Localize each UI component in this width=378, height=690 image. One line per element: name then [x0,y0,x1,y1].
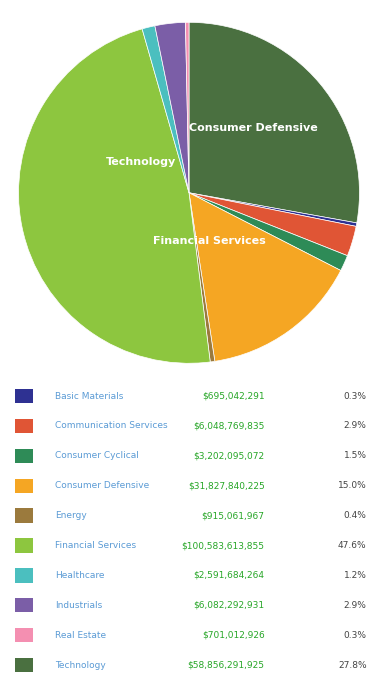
Text: Consumer Defensive: Consumer Defensive [55,481,149,490]
Text: 1.2%: 1.2% [344,571,367,580]
Text: 2.9%: 2.9% [344,601,367,610]
Bar [15,569,33,582]
Text: 47.6%: 47.6% [338,541,367,550]
Wedge shape [142,26,189,193]
Text: Technology: Technology [106,157,177,167]
Bar [15,389,33,403]
Wedge shape [189,193,347,270]
Text: $100,583,613,855: $100,583,613,855 [181,541,265,550]
Wedge shape [19,29,210,363]
Wedge shape [189,193,357,226]
Text: Energy: Energy [55,511,87,520]
Bar [15,419,33,433]
Bar [15,479,33,493]
Text: Communication Services: Communication Services [55,422,167,431]
Wedge shape [155,22,189,193]
Text: 27.8%: 27.8% [338,660,367,669]
Wedge shape [189,22,359,223]
Wedge shape [186,22,189,193]
Text: $915,061,967: $915,061,967 [201,511,265,520]
Text: Financial Services: Financial Services [153,235,266,246]
Text: $58,856,291,925: $58,856,291,925 [187,660,265,669]
Bar [15,658,33,672]
Text: $2,591,684,264: $2,591,684,264 [194,571,265,580]
Text: Technology: Technology [55,660,105,669]
Text: Consumer Defensive: Consumer Defensive [189,123,318,133]
Text: 15.0%: 15.0% [338,481,367,490]
Bar [15,509,33,523]
Text: 0.3%: 0.3% [344,631,367,640]
Text: $6,082,292,931: $6,082,292,931 [194,601,265,610]
Text: Consumer Cyclical: Consumer Cyclical [55,451,139,460]
Text: 2.9%: 2.9% [344,422,367,431]
Text: Real Estate: Real Estate [55,631,106,640]
Text: Industrials: Industrials [55,601,102,610]
Wedge shape [189,193,341,362]
Text: $701,012,926: $701,012,926 [202,631,265,640]
Text: $3,202,095,072: $3,202,095,072 [194,451,265,460]
Text: Healthcare: Healthcare [55,571,104,580]
Wedge shape [189,193,356,256]
Bar [15,538,33,553]
Text: $695,042,291: $695,042,291 [202,392,265,401]
Bar [15,448,33,463]
Bar [15,598,33,613]
Text: 0.4%: 0.4% [344,511,367,520]
Wedge shape [189,193,215,362]
Text: 1.5%: 1.5% [344,451,367,460]
Text: $31,827,840,225: $31,827,840,225 [188,481,265,490]
Bar [15,628,33,642]
Text: Basic Materials: Basic Materials [55,392,123,401]
Text: 0.3%: 0.3% [344,392,367,401]
Text: Financial Services: Financial Services [55,541,136,550]
Text: $6,048,769,835: $6,048,769,835 [193,422,265,431]
